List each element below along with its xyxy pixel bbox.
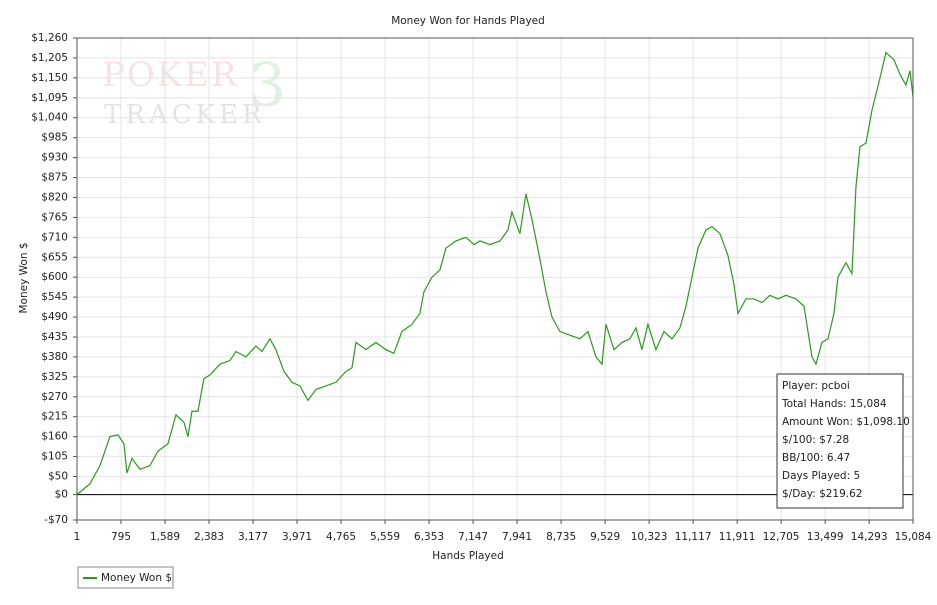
x-tick-label: 7,941 bbox=[502, 531, 532, 543]
y-tick-label: $985 bbox=[41, 132, 68, 144]
stat-line: $/Day: $219.62 bbox=[782, 488, 862, 500]
watermark-text: TRACKER bbox=[104, 100, 266, 130]
x-tick-label: 12,705 bbox=[763, 531, 800, 543]
y-tick-label: $50 bbox=[48, 471, 68, 483]
x-tick-label: 15,084 bbox=[895, 531, 932, 543]
data-line bbox=[76, 51, 914, 496]
chart-title: Money Won for Hands Played bbox=[391, 15, 545, 27]
x-tick-label: 1,589 bbox=[150, 531, 180, 543]
x-tick-label: 9,529 bbox=[590, 531, 620, 543]
y-tick-label: $545 bbox=[41, 291, 68, 303]
stat-line: Player: pcboi bbox=[782, 380, 850, 392]
y-tick-label: $215 bbox=[41, 411, 68, 423]
x-tick-label: 2,383 bbox=[194, 531, 224, 543]
x-tick-label: 6,353 bbox=[414, 531, 444, 543]
x-tick-label: 11,117 bbox=[675, 531, 712, 543]
y-tick-label: $765 bbox=[41, 211, 68, 223]
y-tick-label: $1,205 bbox=[31, 52, 68, 64]
x-tick-label: 5,559 bbox=[370, 531, 400, 543]
y-tick-label: $325 bbox=[41, 371, 68, 383]
legend-box bbox=[77, 566, 174, 589]
y-tick-label: $820 bbox=[41, 191, 68, 203]
y-tick-label: $655 bbox=[41, 251, 68, 263]
y-tick-label: $270 bbox=[41, 391, 68, 403]
stat-line: Total Hands: 15,084 bbox=[781, 398, 887, 410]
watermark-text: 3 bbox=[248, 51, 286, 121]
y-tick-label: $600 bbox=[41, 271, 68, 283]
x-tick-label: 4,765 bbox=[326, 531, 356, 543]
x-axis-label: Hands Played bbox=[432, 550, 503, 562]
stat-line: Days Played: 5 bbox=[782, 470, 860, 482]
y-tick-label: $105 bbox=[41, 451, 68, 463]
y-tick-label: $160 bbox=[41, 431, 68, 443]
stat-line: Amount Won: $1,098.10 bbox=[782, 416, 910, 428]
y-tick-label: $710 bbox=[41, 231, 68, 243]
y-tick-label: -$70 bbox=[44, 514, 68, 526]
stat-line: $/100: $7.28 bbox=[782, 434, 849, 446]
x-tick-label: 7,147 bbox=[458, 531, 488, 543]
x-tick-label: 795 bbox=[111, 531, 131, 543]
x-tick-label: 3,971 bbox=[282, 531, 312, 543]
x-tick-label: 14,293 bbox=[851, 531, 888, 543]
x-tick-label: 11,911 bbox=[719, 531, 756, 543]
y-tick-label: $875 bbox=[41, 172, 68, 184]
x-tick-label: 8,735 bbox=[546, 531, 576, 543]
y-tick-label: $1,260 bbox=[31, 32, 68, 44]
x-tick-label: 13,499 bbox=[807, 531, 844, 543]
x-tick-label: 10,323 bbox=[631, 531, 668, 543]
y-tick-label: $380 bbox=[41, 351, 68, 363]
watermark-text: POKER bbox=[102, 55, 239, 95]
stat-line: BB/100: 6.47 bbox=[782, 452, 850, 464]
stats-box bbox=[776, 373, 904, 509]
x-tick-label: 1 bbox=[74, 531, 81, 543]
plot-frame bbox=[76, 37, 914, 521]
y-tick-label: $930 bbox=[41, 152, 68, 164]
y-tick-label: $0 bbox=[55, 489, 68, 501]
legend-label: Money Won $ bbox=[101, 572, 172, 584]
watermark: POKER TRACKER 3 bbox=[102, 51, 286, 130]
y-tick-label: $1,095 bbox=[31, 92, 68, 104]
y-tick-label: $1,040 bbox=[31, 112, 68, 124]
y-axis-label: Money Won $ bbox=[18, 242, 30, 313]
y-tick-label: $1,150 bbox=[31, 72, 68, 84]
y-tick-label: $435 bbox=[41, 331, 68, 343]
x-tick-label: 3,177 bbox=[238, 531, 268, 543]
y-tick-label: $490 bbox=[41, 311, 68, 323]
